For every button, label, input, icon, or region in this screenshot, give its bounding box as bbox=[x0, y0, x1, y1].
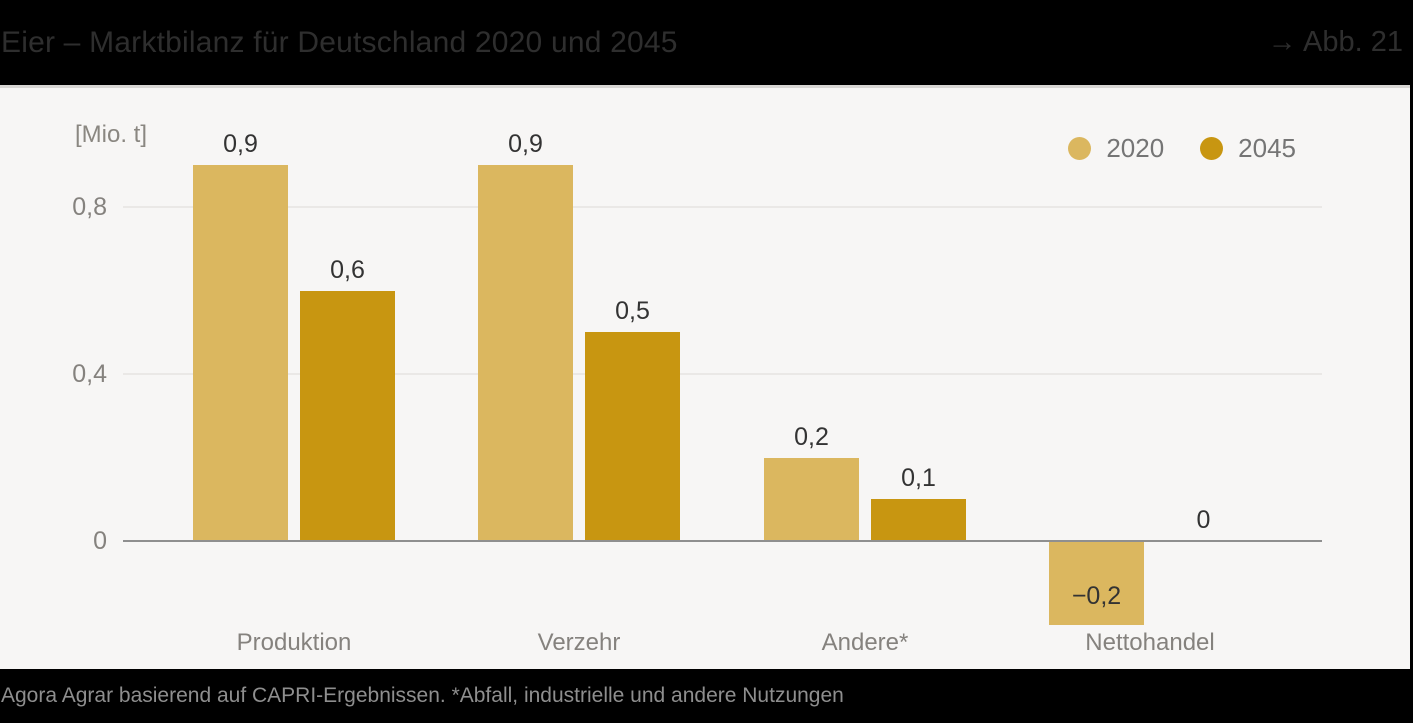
source-note: Agora Agrar basierend auf CAPRI-Ergebnis… bbox=[1, 684, 844, 707]
legend-label: 2045 bbox=[1238, 133, 1296, 163]
x-axis-category-label: Andere* bbox=[821, 629, 909, 656]
bar-2020-Produktion bbox=[193, 165, 288, 541]
figure-number: → Abb. 21 bbox=[1267, 26, 1403, 58]
value-label: 0,9 bbox=[508, 130, 543, 159]
value-label: 0,1 bbox=[901, 464, 936, 493]
bar-2045-Verzehr bbox=[585, 332, 680, 541]
legend-item-2020: 2020 bbox=[1068, 133, 1164, 164]
value-label: 0,5 bbox=[615, 297, 650, 326]
legend-label: 2020 bbox=[1106, 133, 1165, 163]
bar-2020-Nettohandel bbox=[1049, 541, 1144, 625]
y-axis-unit-label: [Mio. t] bbox=[75, 121, 148, 148]
figure-title: Eier – Marktbilanz für Deutschland 2020 … bbox=[1, 26, 678, 59]
gridline bbox=[123, 206, 1322, 208]
bar-2045-Produktion bbox=[300, 290, 395, 541]
value-label: 0,6 bbox=[330, 255, 365, 284]
legend-item-2045: 2045 bbox=[1200, 133, 1296, 164]
bar-2020-Andere* bbox=[764, 457, 859, 541]
chart-legend: 2020 2045 bbox=[1068, 133, 1296, 164]
figure-footer: Agora Agrar basierend auf CAPRI-Ergebnis… bbox=[0, 669, 1413, 723]
value-label: 0,9 bbox=[223, 130, 258, 159]
figure-header: Eier – Marktbilanz für Deutschland 2020 … bbox=[0, 0, 1413, 88]
x-axis-category-label: Nettohandel bbox=[1085, 629, 1215, 656]
x-axis-category-label: Produktion bbox=[236, 629, 352, 656]
x-axis-category-label: Verzehr bbox=[537, 629, 621, 656]
y-axis-tick-label: 0 bbox=[93, 527, 107, 555]
value-label: 0,2 bbox=[794, 422, 829, 451]
value-label: 0 bbox=[1196, 506, 1211, 534]
bar-2045-Andere* bbox=[871, 499, 966, 541]
legend-dot-2020 bbox=[1068, 137, 1092, 160]
x-axis-line bbox=[123, 540, 1322, 542]
y-axis-tick-label: 0,4 bbox=[72, 360, 107, 388]
y-axis-tick-label: 0,8 bbox=[72, 193, 107, 221]
legend-dot-2045 bbox=[1200, 137, 1224, 160]
right-border bbox=[1410, 0, 1413, 723]
value-label: −0,2 bbox=[1071, 581, 1122, 610]
bar-2020-Verzehr bbox=[478, 165, 573, 541]
gridline bbox=[123, 373, 1322, 375]
